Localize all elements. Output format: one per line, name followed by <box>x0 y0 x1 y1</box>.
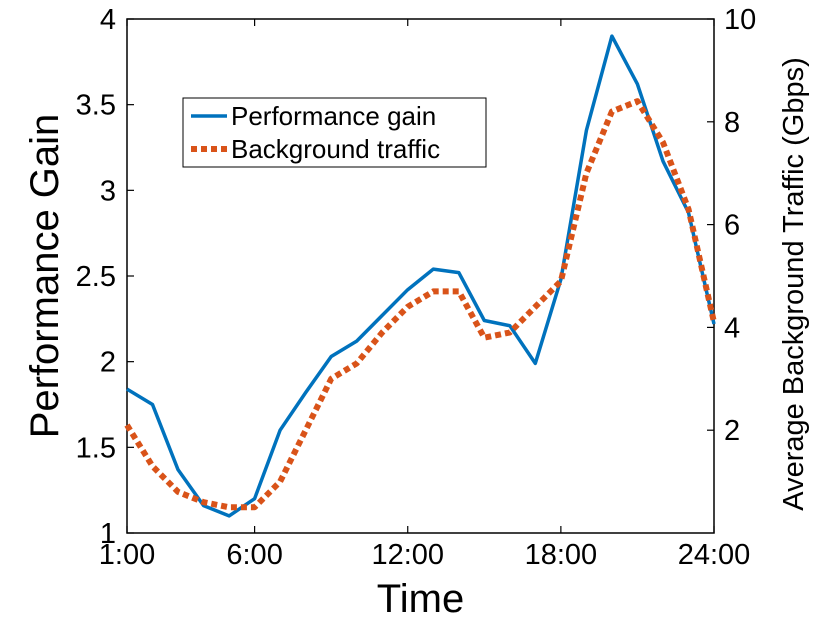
y-tick-label: 2 <box>100 347 116 379</box>
y2-tick-label: 4 <box>724 312 740 344</box>
legend-label-background-traffic: Background traffic <box>231 134 440 164</box>
axis-ticks: 1:00 6:00 12:00 18:00 24:00 1 1.5 2 2.5 3 3.5 4 2 4 6 8… <box>76 4 757 571</box>
y-tick-label: 3 <box>100 175 116 207</box>
y2-tick-label: 10 <box>724 4 756 36</box>
series-line-performance-gain <box>126 34 716 518</box>
x-tick-label: 1:00 <box>99 539 155 571</box>
x-tick-label: 6:00 <box>226 539 282 571</box>
series-lines <box>124 34 717 518</box>
y2-tick-label: 8 <box>724 107 740 139</box>
x-tick-label: 18:00 <box>525 539 598 571</box>
y2-tick-label: 2 <box>724 415 740 447</box>
y-axis-label: Performance Gain <box>23 114 67 439</box>
y2-tick-label: 6 <box>724 210 740 242</box>
plot-frame <box>126 18 715 534</box>
y2-axis-label: Average Background Traffic (Gbps) <box>778 57 810 511</box>
x-tick-label: 12:00 <box>371 539 444 571</box>
legend-label-performance-gain: Performance gain <box>231 101 436 131</box>
series-line-background-traffic <box>124 98 717 511</box>
x-axis-label: Time <box>377 577 464 621</box>
legend-box <box>182 97 487 168</box>
y-tick-label: 1 <box>100 518 116 550</box>
y-tick-label: 3.5 <box>76 90 116 122</box>
x-tick-label: 24:00 <box>678 539 751 571</box>
y-tick-label: 4 <box>100 4 116 36</box>
legend: Performance gain Background traffic <box>182 97 487 168</box>
y-tick-label: 1.5 <box>76 432 116 464</box>
y-tick-label: 2.5 <box>76 261 116 293</box>
